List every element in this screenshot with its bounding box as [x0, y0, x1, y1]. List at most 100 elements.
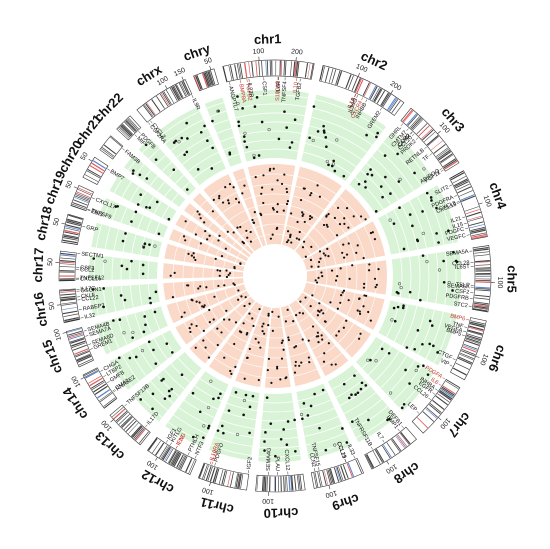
- inner-point: [338, 222, 342, 226]
- cytoband: [67, 218, 82, 224]
- inner-point: [316, 314, 319, 317]
- gene-label: IGF2: [246, 457, 254, 470]
- outer-point: [345, 441, 349, 444]
- cytoband: [275, 476, 277, 492]
- outer-track-chr11: [209, 386, 260, 461]
- track-grid-line: [385, 213, 401, 253]
- track-grid-line: [343, 392, 377, 415]
- chromosome-label: chr18: [33, 205, 55, 242]
- gene-label: CCL2: [80, 267, 94, 273]
- inner-point: [301, 211, 304, 214]
- cytoband: [466, 336, 481, 342]
- cytoband: [475, 278, 491, 280]
- inner-point: [320, 334, 323, 337]
- cytoband: [203, 72, 210, 87]
- inner-point: [271, 310, 274, 314]
- inner-point: [191, 299, 194, 302]
- gene-connector: [411, 133, 415, 137]
- outer-point: [353, 374, 356, 377]
- cytoband: [280, 476, 282, 492]
- cytoband: [235, 473, 240, 488]
- inner-point: [308, 217, 312, 221]
- outer-point: [364, 384, 368, 387]
- inner-point: [326, 247, 329, 250]
- track-grid-line: [401, 306, 418, 346]
- cytoband: [283, 476, 285, 492]
- gene-connector: [424, 146, 427, 150]
- outer-point: [404, 368, 407, 372]
- inner-point: [194, 233, 197, 236]
- cytoband: [397, 434, 408, 447]
- cytoband: [127, 118, 138, 130]
- cytoband: [160, 92, 170, 106]
- inner-point: [318, 310, 321, 313]
- tick-label: 100: [324, 489, 337, 499]
- cytoband: [76, 353, 91, 361]
- cytoband: [180, 82, 188, 96]
- track-grid-line: [331, 318, 346, 336]
- cytoband: [458, 190, 473, 197]
- track-grid-line: [311, 116, 373, 146]
- cytoband: [346, 463, 353, 478]
- cytoband: [375, 448, 385, 463]
- inner-point: [347, 299, 350, 302]
- gene-label: IGF1: [166, 427, 178, 441]
- inner-point: [298, 230, 301, 234]
- tick-mark: [357, 72, 360, 77]
- track-grid-line: [224, 289, 229, 299]
- cytoband: [446, 379, 460, 388]
- outer-point: [430, 324, 434, 327]
- inner-point: [277, 315, 280, 318]
- cytoband: [237, 473, 241, 489]
- outer-point: [405, 346, 409, 349]
- cytoband: [469, 323, 485, 328]
- cytoband: [426, 407, 438, 418]
- cytoband: [351, 76, 359, 91]
- inner-point: [272, 167, 275, 170]
- track-grid-line: [368, 346, 392, 376]
- track-grid-line: [244, 148, 299, 154]
- inner-point: [367, 310, 370, 314]
- cytoband: [271, 60, 273, 76]
- cytoband: [304, 62, 309, 78]
- gene-label: VEGFC: [446, 233, 466, 243]
- outer-point: [243, 140, 246, 143]
- outer-point: [321, 388, 325, 392]
- cytoband: [471, 232, 487, 237]
- gene-label: PDGFRB: [445, 293, 469, 302]
- outer-point: [144, 323, 147, 327]
- track-grid-line: [233, 103, 307, 110]
- cytoband: [122, 123, 134, 135]
- outer-point: [180, 136, 184, 140]
- tick-mark: [209, 65, 212, 70]
- track-grid-line: [386, 302, 400, 338]
- track-grid-line: [200, 200, 207, 207]
- track-grid-line: [222, 201, 242, 214]
- inner-point: [310, 216, 314, 219]
- inner-point: [348, 277, 351, 280]
- cytoband: [475, 288, 491, 290]
- inner-point: [287, 336, 290, 339]
- inner-point: [232, 231, 235, 234]
- outer-point: [302, 402, 306, 405]
- inner-point: [301, 312, 305, 315]
- track-grid-line: [108, 320, 120, 349]
- track-grid-line: [398, 369, 431, 408]
- cytoband: [467, 217, 483, 222]
- cytoband: [467, 330, 483, 336]
- track-grid-line: [320, 219, 337, 239]
- cytoband: [202, 464, 208, 479]
- track-grid-line: [302, 416, 339, 428]
- gene-label: IL15: [452, 222, 464, 231]
- inner-point: [228, 318, 231, 321]
- cytoband: [391, 438, 402, 452]
- gene-connector: [124, 404, 127, 407]
- cytoband: [468, 326, 484, 332]
- cytoband: [230, 472, 234, 487]
- inner-point: [373, 238, 377, 241]
- tick-mark: [110, 419, 114, 423]
- outer-point: [136, 203, 140, 206]
- outer-point: [285, 443, 289, 447]
- cytoband: [66, 220, 82, 225]
- inner-point: [194, 346, 197, 349]
